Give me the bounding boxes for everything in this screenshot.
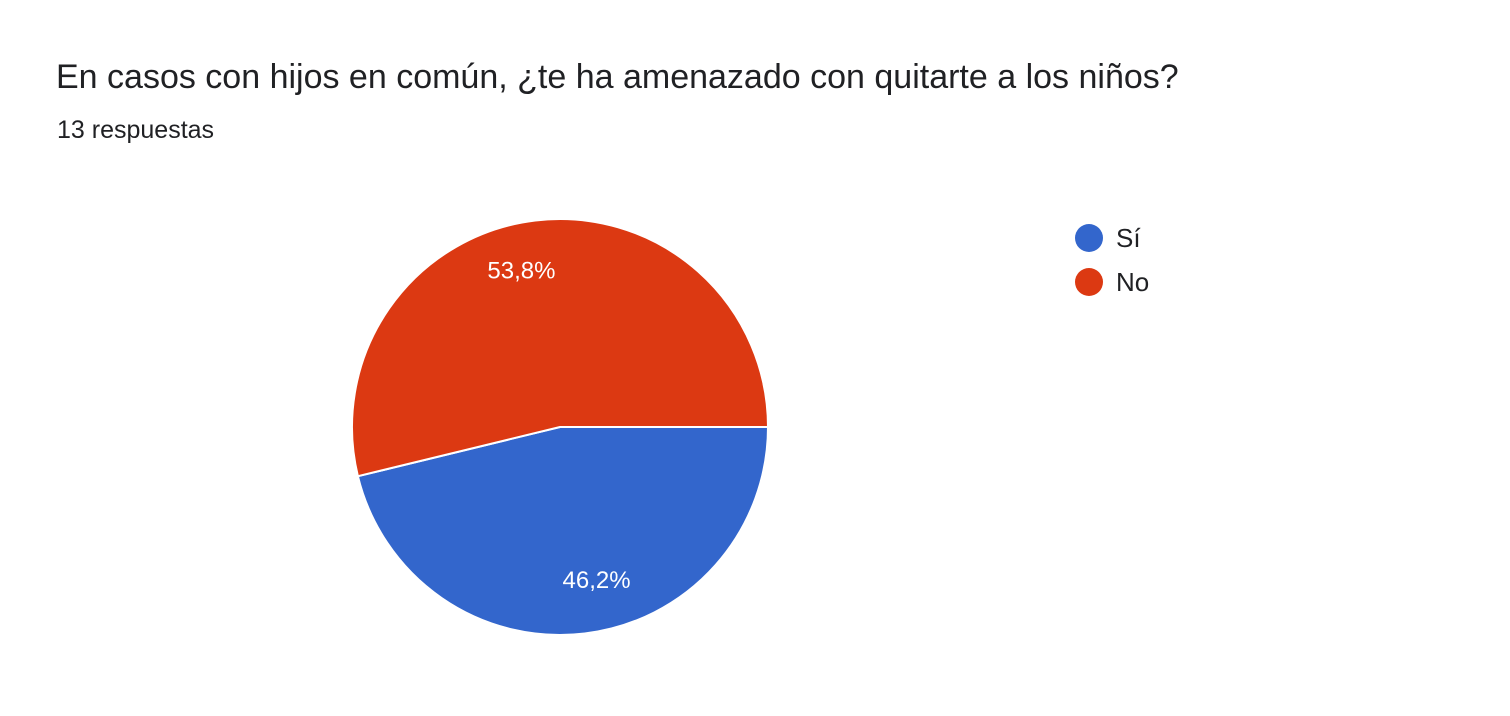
data-label-si: 46,2% xyxy=(563,567,631,594)
chart-title: En casos con hijos en común, ¿te ha amen… xyxy=(56,58,1179,96)
legend-swatch xyxy=(1075,268,1103,296)
data-label-no: 53,8% xyxy=(487,257,555,284)
pie-slice-no[interactable] xyxy=(351,218,770,478)
legend-label: Sí xyxy=(1116,222,1141,253)
response-count: 13 respuestas xyxy=(57,116,215,144)
legend-item-si[interactable]: Sí xyxy=(1075,216,1149,260)
legend-label: No xyxy=(1116,266,1150,297)
legend-swatch xyxy=(1075,224,1103,252)
chart-legend: Sí No xyxy=(1075,216,1149,304)
pie-slice-si[interactable] xyxy=(356,426,770,636)
legend-item-no[interactable]: No xyxy=(1075,260,1149,304)
